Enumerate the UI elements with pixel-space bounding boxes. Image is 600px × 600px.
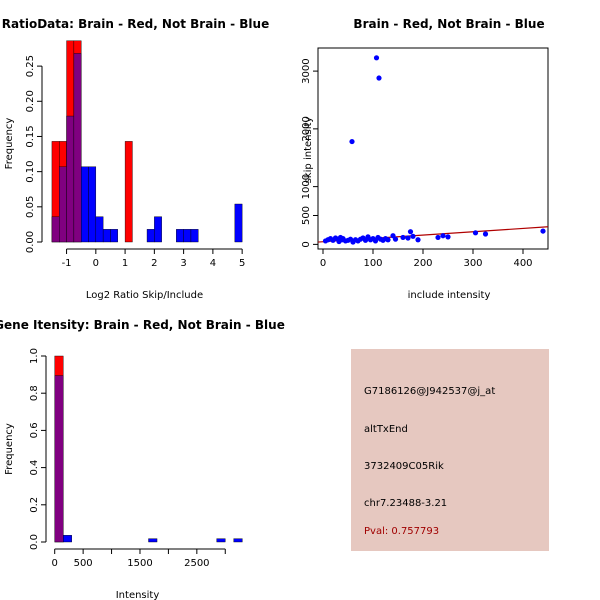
hist1-blue-bar-0 [51,216,60,243]
hist1-blue-bar-12 [183,229,192,243]
scatter-point-27 [385,237,391,243]
hist3-x-label: Intensity [116,590,160,600]
scatter-point-40 [540,228,546,234]
hist1-x-tick-label-4: 3 [180,258,186,269]
scatter-y-tick-label-2: 1000 [301,174,312,199]
hist1-x-tick-label-5: 4 [210,258,216,269]
hist1-blue-bar-10 [154,216,162,243]
hist1-blue-bar-1 [59,166,67,243]
gene-symbol-label: 3732409C05Rik [364,461,444,472]
hist1-y-tick-label-3: 0.15 [25,125,36,147]
hist1-red-bar-4 [124,141,133,243]
hist1-blue-bar-9 [146,229,155,243]
hist1-y-tick-label-4: 0.20 [25,90,36,112]
event-type-label: altTxEnd [364,424,408,435]
hist1-x-tick-label-3: 2 [151,258,157,269]
scatter-point-32 [407,229,414,235]
hist1-title: RatioData: Brain - Red, Not Brain - Blue [2,17,269,31]
hist3-y-tick-label-3: 0.6 [29,422,40,438]
hist3-x-tick-label-3: 2500 [184,558,209,569]
hist1-y-tick-label-5: 0.25 [25,55,36,77]
scatter-x-tick-label-4: 400 [513,258,532,269]
hist3-y-tick-label-2: 0.4 [29,460,40,476]
hist3-blue-bar-0 [54,375,64,543]
hist3-blue-bar-2 [148,538,158,543]
hist1-x-tick-label-6: 5 [239,258,245,269]
scatter-point-34 [415,237,421,243]
hist1-blue-bar-13 [190,229,199,243]
scatter-point-39 [482,231,489,237]
hist1-blue-bar-14 [234,203,243,243]
hist1-y-tick-label-1: 0.05 [25,196,36,218]
scatter-point-29 [392,236,399,242]
hist1-blue-bar-4 [80,166,89,243]
hist1-x-label: Log2 Ratio Skip/Include [86,290,203,301]
hist1-y-label: Frequency [4,118,15,170]
hist3-y-tick-label-4: 0.8 [29,385,40,401]
scatter-title: Brain - Red, Not Brain - Blue [353,17,544,31]
hist1-x-tick-label-2: 1 [122,258,128,269]
hist1-blue-bar-11 [176,229,184,243]
hist3-y-tick-label-1: 0.2 [29,497,40,513]
hist1-blue-bar-5 [88,166,97,243]
scatter-x-tick-label-2: 200 [413,258,432,269]
scatter-x-tick-label-3: 300 [463,258,482,269]
hist3-blue-bar-4 [233,538,243,543]
scatter-x-tick-label-0: 0 [320,258,326,269]
probe-id-label: G7186126@J942537@j_at [364,386,496,397]
hist3-x-tick-label-2: 1500 [127,558,152,569]
hist1-blue-bar-2 [66,115,75,243]
hist3-title: Gene Itensity: Brain - Red, Not Brain - … [0,318,285,332]
scatter-point-41 [349,138,355,145]
location-label: chr7.23488-3.21 [364,498,448,509]
hist1-y-tick-label-2: 0.10 [25,161,36,183]
scatter-y-label: skip intensity [303,117,314,184]
scatter-point-36 [440,233,446,239]
scatter-plot-frame [317,47,549,250]
scatter-y-tick-label-0: 0 [301,241,312,247]
hist3-x-tick-label-0: 0 [52,558,58,569]
hist1-blue-bar-3 [73,53,82,243]
scatter-point-31 [405,235,411,241]
scatter-y-tick-label-4: 3000 [301,58,312,83]
scatter-point-33 [410,233,416,239]
scatter-point-38 [472,230,479,236]
scatter-point-43 [376,75,382,81]
hist3-y-label: Frequency [4,423,15,475]
hist3-y-tick-label-0: 0.0 [29,534,40,550]
hist1-blue-bar-7 [102,229,111,243]
info-panel: G7186126@J942537@j_at altTxEnd 3732409C0… [351,349,549,551]
scatter-point-35 [435,234,441,241]
pval-label: Pval: 0.757793 [364,526,440,537]
hist1-blue-bar-6 [95,216,104,243]
hist3-blue-bar-1 [63,535,72,543]
hist3-blue-bar-3 [216,538,226,543]
hist1-blue-bar-8 [110,229,118,243]
scatter-point-30 [400,234,406,241]
scatter-x-tick-label-1: 100 [363,258,382,269]
scatter-x-label: include intensity [408,290,491,301]
hist1-y-tick-label-0: 0.00 [25,231,36,253]
hist1-x-tick-label-0: -1 [62,258,72,269]
hist3-x-tick-label-1: 500 [74,558,93,569]
scatter-point-42 [373,55,380,61]
scatter-y-tick-label-3: 2000 [301,116,312,141]
hist1-x-tick-label-1: 0 [93,258,99,269]
hist3-y-tick-label-5: 1.0 [29,348,40,364]
scatter-y-tick-label-1: 500 [301,206,312,225]
scatter-point-37 [445,234,451,240]
